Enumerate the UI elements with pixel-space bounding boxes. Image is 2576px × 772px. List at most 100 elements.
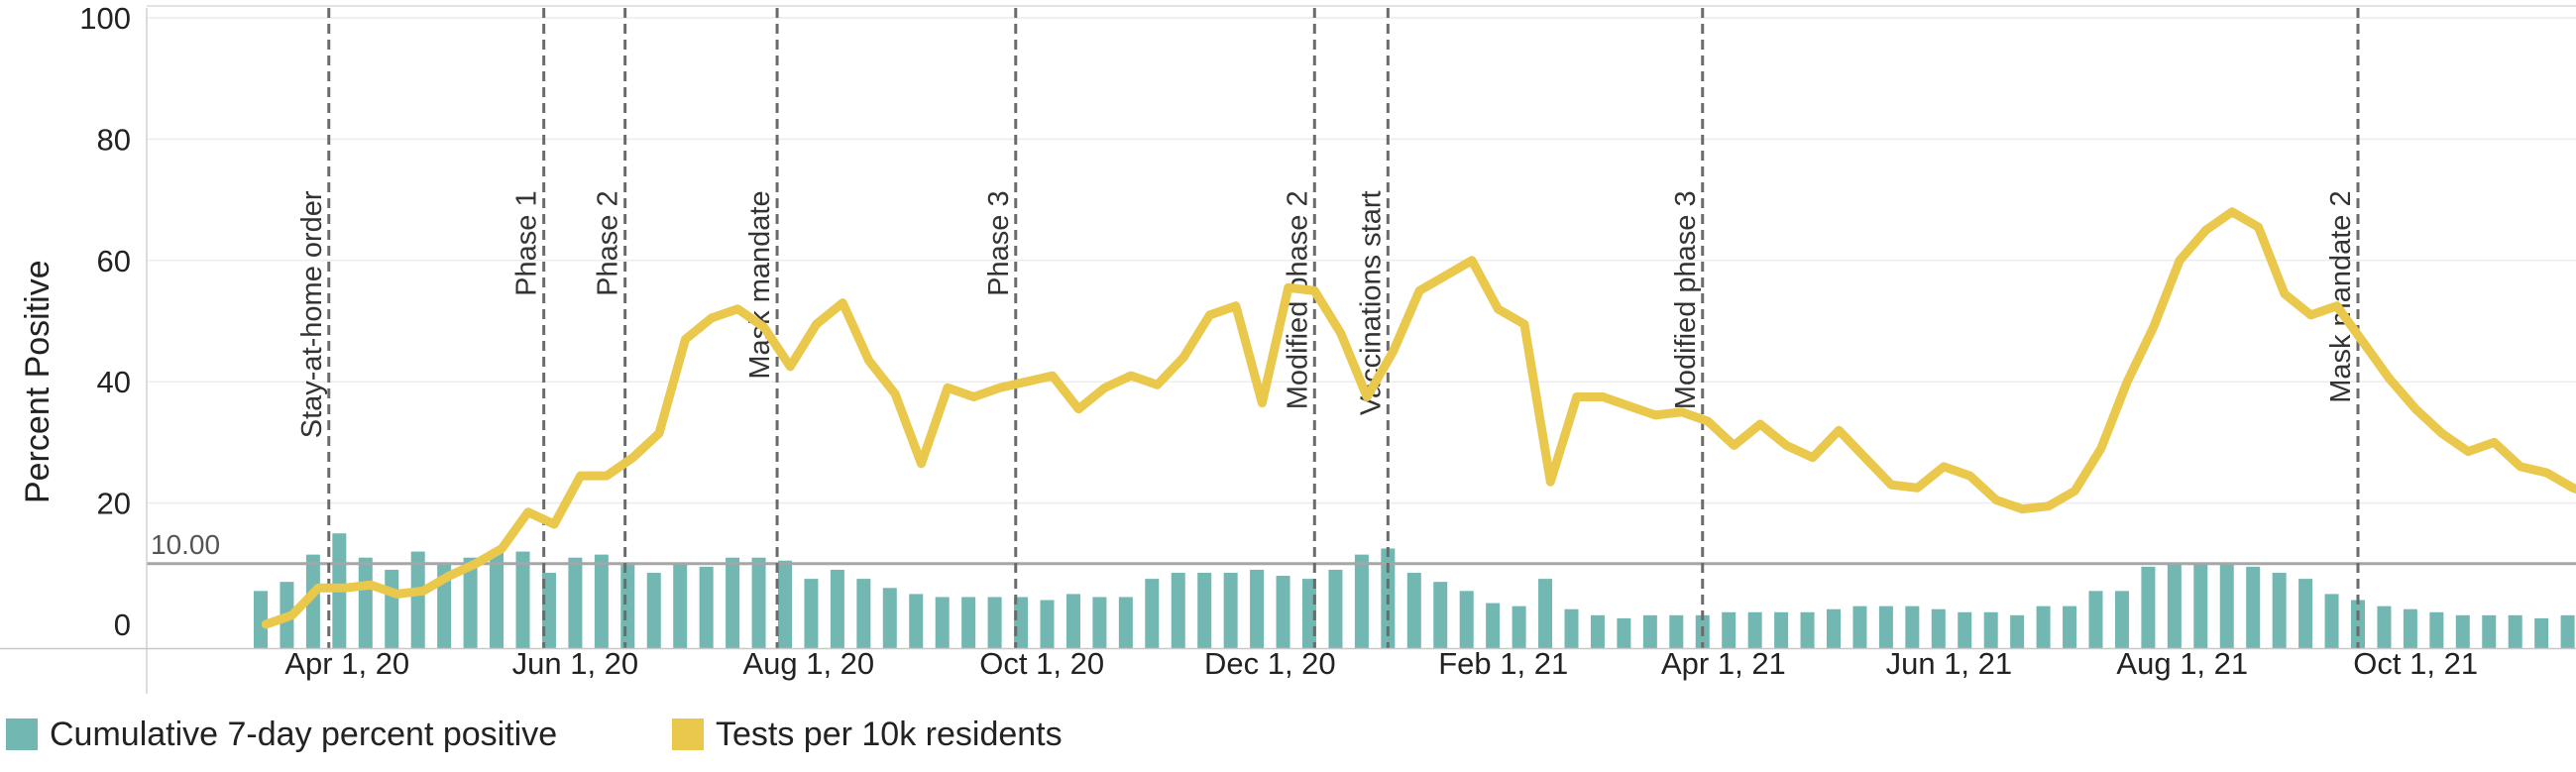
event-label: Phase 2 (593, 190, 624, 295)
event-label: Mask mandate 2 (2325, 190, 2357, 402)
x-tick-label: Oct 1, 21 (2353, 646, 2478, 681)
bar (1223, 572, 1238, 649)
event-label: Modified phase 3 (1670, 190, 1702, 409)
bar (804, 579, 819, 649)
bar (1669, 614, 1684, 649)
bar (2219, 563, 2234, 649)
bar (358, 557, 373, 649)
bar (490, 551, 504, 649)
bar (1197, 572, 1212, 649)
legend-label: Tests per 10k residents (716, 716, 1063, 753)
y-tick-label: 100 (79, 1, 131, 36)
bar (1774, 611, 1789, 649)
axes: 0 20 40 60 80 100 Apr 1, 20 Jun 1, 20 Aug 1, 20 O… (0, 1, 2576, 694)
bar (673, 563, 688, 649)
bar (1406, 572, 1421, 649)
bar (2036, 606, 2051, 649)
tests-line (261, 207, 2576, 629)
legend: Cumulative 7-day percent positive Tests p… (6, 716, 1063, 753)
reference-line-label: 10.00 (151, 529, 220, 560)
bar-series (254, 533, 2575, 649)
bar (1459, 591, 1474, 649)
bar (463, 557, 478, 649)
event-label: Stay-at-home order (296, 190, 328, 438)
bar (2246, 566, 2261, 649)
bar (2534, 617, 2549, 649)
bar (699, 566, 714, 649)
bar (935, 597, 950, 649)
bar (1931, 608, 1946, 649)
x-tick-label: Jun 1, 21 (1886, 646, 2013, 681)
gridlines (147, 17, 2576, 504)
bar (1590, 614, 1605, 649)
bar (646, 572, 661, 649)
bar (1800, 611, 1815, 649)
bar (2193, 563, 2208, 649)
bar (2403, 608, 2417, 649)
x-tick-label: Apr 1, 20 (284, 646, 409, 681)
legend-label: Cumulative 7-day percent positive (50, 716, 557, 753)
bar (2324, 594, 2339, 649)
bar (2063, 606, 2077, 649)
bar (2272, 572, 2287, 649)
bar (751, 557, 766, 649)
y-tick-label: 40 (97, 365, 131, 399)
x-tick-label: Apr 1, 21 (1661, 646, 1786, 681)
bar (2560, 614, 2575, 649)
reference-line-group: 10.00 (147, 529, 2576, 566)
x-tick-label: Jun 1, 20 (512, 646, 639, 681)
bar (1747, 611, 1762, 649)
event-label: Mask mandate (744, 190, 776, 379)
y-tick-label: 60 (97, 244, 131, 278)
legend-swatch (672, 718, 704, 750)
y-tick-label: 20 (97, 487, 131, 521)
bar (515, 551, 530, 649)
bar (882, 588, 897, 649)
bar (1433, 582, 1448, 649)
bar (568, 557, 583, 649)
bar (1014, 597, 1029, 649)
bar (410, 551, 425, 649)
bar (1040, 600, 1055, 649)
y-tick-label: 0 (114, 607, 131, 642)
bar (1958, 611, 1972, 649)
bar (1722, 611, 1736, 649)
bar (856, 579, 871, 649)
bar (2482, 614, 2497, 649)
bar (594, 554, 609, 649)
bar (2114, 591, 2129, 649)
bar (1905, 606, 1920, 649)
bar (2298, 579, 2313, 649)
bar (909, 594, 924, 649)
bar (2508, 614, 2522, 649)
line-series (261, 207, 2576, 629)
event-label: Phase 1 (511, 190, 543, 295)
bar (1302, 579, 1316, 649)
y-axis-title: Percent Positive (19, 260, 56, 503)
event-markers: Stay-at-home order Phase 1 Phase 2 Mask man… (296, 8, 2360, 649)
bar (620, 563, 635, 649)
bar (1092, 597, 1107, 649)
bar (305, 554, 320, 649)
bar (778, 560, 792, 649)
x-tick-label: Dec 1, 20 (1204, 646, 1336, 681)
bar (2141, 566, 2156, 649)
bar (1617, 617, 1631, 649)
bar (2429, 611, 2444, 649)
bar (2455, 614, 2470, 649)
bar (2351, 600, 2365, 649)
bar (1827, 608, 1841, 649)
bar (1250, 569, 1265, 649)
bar (1171, 572, 1185, 649)
bar (1983, 611, 1998, 649)
bar (1564, 608, 1579, 649)
bar (1642, 614, 1657, 649)
x-tick-label: Feb 1, 21 (1438, 646, 1568, 681)
bar (1486, 603, 1501, 649)
legend-swatch (6, 718, 38, 750)
x-tick-label: Oct 1, 20 (979, 646, 1104, 681)
bar (254, 591, 268, 649)
bar (1512, 606, 1526, 649)
bar (1145, 579, 1160, 649)
y-tick-label: 80 (97, 122, 131, 157)
